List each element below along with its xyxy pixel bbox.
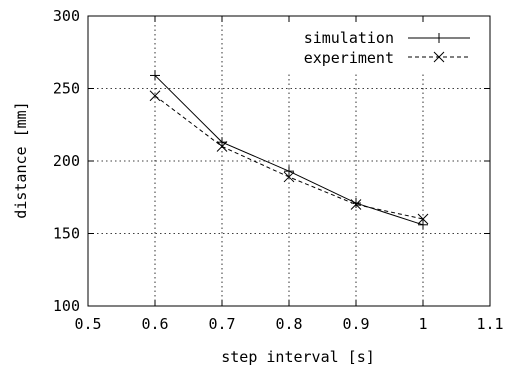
legend-marker-glyph	[433, 51, 445, 63]
data-point-experiment	[417, 213, 429, 225]
legend-marker-experiment	[433, 51, 445, 63]
data-point-experiment	[216, 141, 228, 152]
x-axis-label: step interval [s]	[221, 348, 375, 366]
x-tick-label: 1.1	[476, 315, 503, 333]
x-tick-label: 0.9	[342, 315, 369, 333]
legend-label-simulation: simulation	[304, 29, 394, 47]
y-tick-label: 300	[53, 7, 80, 25]
x-tick-label: 0.6	[141, 315, 168, 333]
data-point-simulation	[418, 219, 428, 230]
y-axis-label: distance [mm]	[12, 101, 30, 218]
data-point-simulation	[150, 70, 160, 81]
data-point-experiment	[350, 199, 362, 210]
x-tick-label: 1	[418, 315, 427, 333]
data-point-experiment	[149, 90, 161, 102]
y-tick-label: 250	[53, 80, 80, 98]
tick-marks	[87, 15, 491, 307]
y-tick-label: 200	[53, 152, 80, 170]
x-tick-label: 0.8	[275, 315, 302, 333]
y-tick-label: 100	[53, 297, 80, 315]
legend-marker-glyph	[434, 33, 444, 43]
legend-marker-simulation	[434, 33, 444, 43]
grid-lines	[88, 16, 490, 306]
data-point-experiment	[283, 171, 295, 183]
y-tick-labels: 100 150 200 250 300	[53, 7, 80, 315]
data-point-simulation	[217, 137, 227, 148]
y-tick-label: 150	[53, 225, 80, 243]
x-tick-label: 0.7	[208, 315, 235, 333]
x-tick-labels: 0.5 0.6 0.7 0.8 0.9 1 1.1	[74, 315, 503, 333]
x-tick-label: 0.5	[74, 315, 101, 333]
series-layer	[149, 70, 429, 230]
legend-label-experiment: experiment	[304, 49, 394, 67]
legend: simulation experiment	[260, 22, 482, 72]
legend-background	[260, 22, 482, 72]
data-point-simulation	[284, 166, 294, 177]
